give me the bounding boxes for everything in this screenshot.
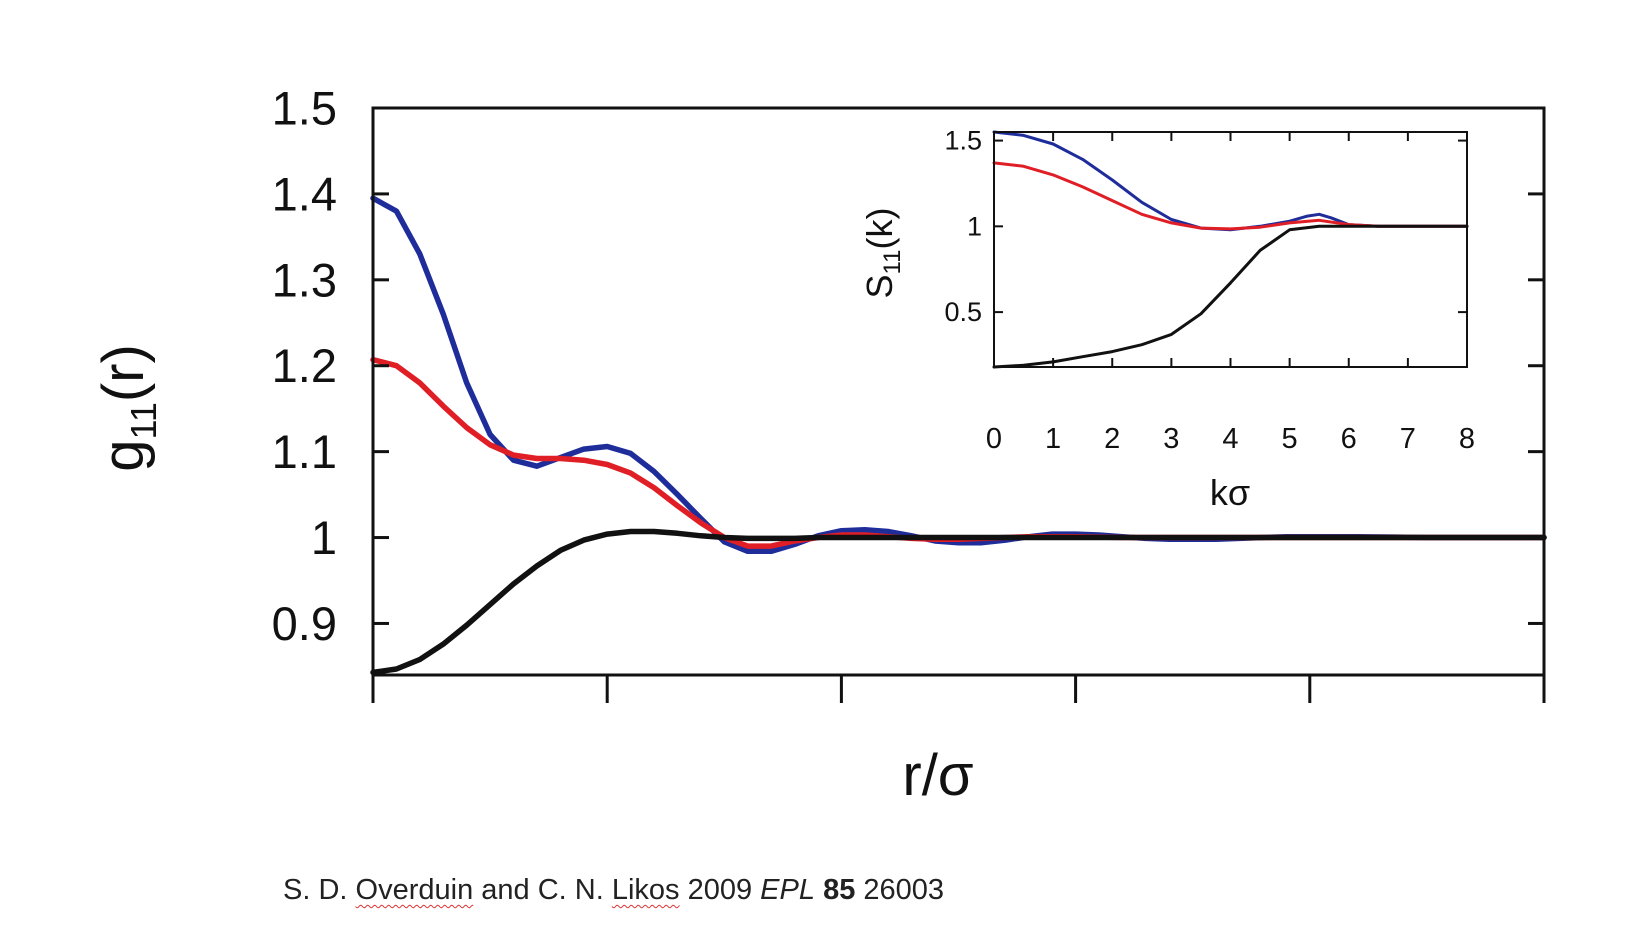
y-tick-label: 1.5 [944, 126, 982, 156]
x-tick-label: 8 [1459, 423, 1475, 455]
y-tick-label: 1.1 [272, 425, 337, 478]
caption-author-overduin: Overduin [355, 874, 474, 906]
caption-year: 2009 [687, 874, 753, 906]
y-tick-label: 0.9 [272, 597, 337, 650]
x-tick-label: 6 [1341, 423, 1357, 455]
y-axis-label-subscript: 11 [123, 402, 164, 439]
series-line-3 [370, 528, 1547, 676]
x-tick-label: 4 [1222, 423, 1238, 455]
x-tick-label: 3 [1163, 423, 1179, 455]
y-tick-label: 1.3 [272, 253, 337, 306]
inset-background [994, 132, 1467, 367]
x-axis-label: kσ [1210, 472, 1250, 513]
y-axis-label-subscript: 11 [879, 250, 906, 275]
caption-authors-b: and C. N. [481, 874, 604, 906]
x-tick-label: 5 [1282, 423, 1298, 455]
y-axis-label-tail: (r) [91, 344, 156, 402]
x-tick-label: 0 [986, 423, 1002, 455]
citation-caption: S. D. Overduin and C. N. Likos 2009 EPL … [283, 874, 944, 907]
caption-authors-a: S. D. [283, 874, 348, 906]
y-axis-label: g11(r) [91, 344, 164, 472]
caption-article: 26003 [863, 874, 945, 906]
y-axis-label-main: S [859, 274, 900, 298]
y-tick-label: 1 [967, 211, 982, 241]
y-axis-label-tail: (k) [859, 208, 900, 250]
caption-volume: 85 [823, 874, 856, 906]
x-tick-label: 7 [1400, 423, 1416, 455]
x-tick-label: 2 [1104, 423, 1120, 455]
y-tick-label: 0.5 [944, 297, 982, 327]
y-tick-label: 1.4 [272, 167, 337, 220]
y-tick-label: 1 [311, 511, 337, 564]
y-tick-label: 1.2 [272, 339, 337, 392]
y-tick-label: 1.5 [272, 82, 337, 135]
plot-frame [371, 106, 1546, 677]
x-tick-label: 1 [1045, 423, 1061, 455]
y-axis-label: S11(k) [859, 208, 906, 299]
series-line-2 [370, 356, 1547, 549]
caption-author-likos: Likos [611, 874, 680, 906]
x-axis-label: r/σ [902, 743, 973, 808]
caption-journal: EPL [760, 874, 815, 906]
series-line-3 [992, 224, 1469, 369]
y-axis-label-main: g [91, 440, 156, 472]
inset-chart: 0.5 1 1.5 0 1 2 3 4 5 6 7 8 kσ S11(k) [859, 126, 1475, 513]
